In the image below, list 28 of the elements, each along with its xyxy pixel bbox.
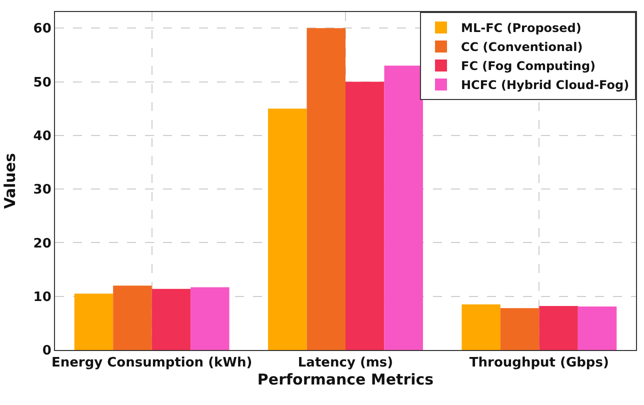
x-tick-label: Energy Consumption (kWh) <box>51 356 252 371</box>
legend-label: CC (Conventional) <box>461 40 583 54</box>
y-tick-label: 20 <box>33 236 52 252</box>
y-axis-title: Values <box>1 153 19 209</box>
bar <box>462 304 500 350</box>
bar <box>539 306 578 350</box>
bar <box>190 287 230 350</box>
legend-label: ML-FC (Proposed) <box>461 21 582 36</box>
legend-label: FC (Fog Computing) <box>461 59 596 74</box>
x-axis-title: Performance Metrics <box>257 370 434 389</box>
x-tick-label: Latency (ms) <box>298 356 394 371</box>
y-tick-label: 30 <box>33 182 52 198</box>
bar <box>346 82 384 350</box>
y-tick-label: 60 <box>33 22 52 37</box>
y-tick-label: 40 <box>33 128 52 144</box>
bar <box>268 108 307 350</box>
bar <box>306 28 346 350</box>
y-tick-label: 0 <box>42 344 52 359</box>
bar <box>384 66 423 350</box>
bar <box>500 308 540 350</box>
bar <box>74 294 114 350</box>
y-tick-label: 50 <box>33 75 52 90</box>
x-tick-label: Throughput (Gbps) <box>469 356 609 371</box>
bar <box>152 288 191 350</box>
y-tick-label: 10 <box>33 290 52 305</box>
legend-label: HCFC (Hybrid Cloud-Fog) <box>461 78 630 92</box>
bar <box>578 306 617 350</box>
bar <box>113 286 152 350</box>
